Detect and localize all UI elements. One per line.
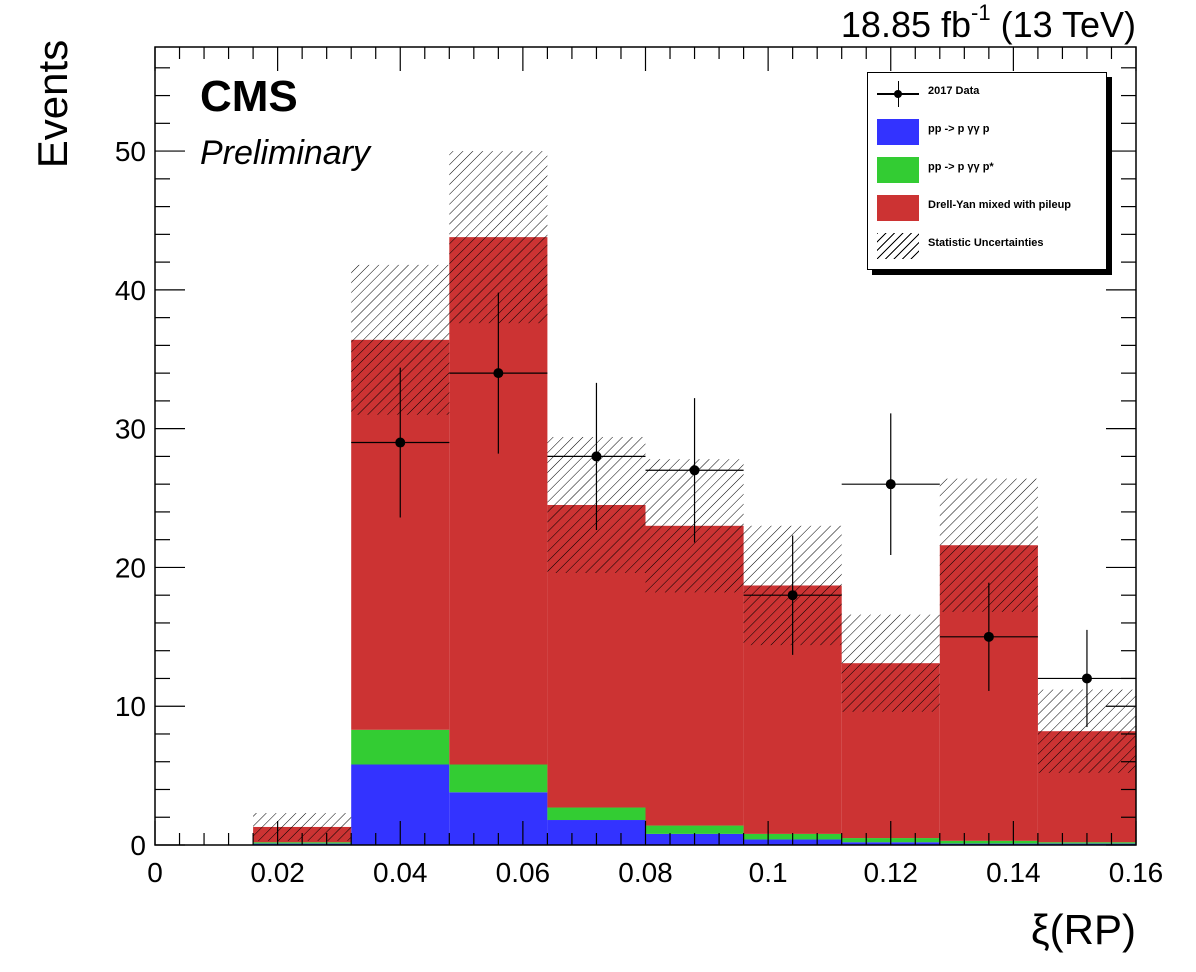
legend: 2017 Data pp -> p γγ p pp -> p γγ p* Dre… [867, 72, 1107, 270]
bar-1-2 [449, 764, 548, 793]
cms-label: CMS [200, 72, 298, 121]
lumi-value: 18.85 fb [840, 4, 972, 45]
data-points [351, 292, 1136, 728]
data-point-3 [689, 465, 700, 476]
y-tick-label-4: 40 [115, 275, 146, 306]
legend-entry-data: 2017 Data [868, 77, 1106, 111]
axis-ticks: 0 0.02 0.04 0.06 0.08 0.1 0.12 0.14 0.16 0 10 20 30 4… [115, 47, 1163, 888]
data-point-4 [787, 590, 798, 601]
legend-label-dissociative: pp -> p γγ p* [928, 161, 994, 173]
data-point-2 [591, 451, 602, 462]
y-tick-label-1: 10 [115, 691, 146, 722]
y-tick-label-2: 20 [115, 552, 146, 583]
legend-marker-data [877, 81, 919, 107]
bar-1-3 [547, 807, 646, 821]
legend-swatch-dissociative [877, 157, 919, 183]
x-tick-label-2: 0.04 [373, 857, 428, 888]
legend-label-data: 2017 Data [928, 85, 980, 97]
data-point-7 [1081, 673, 1092, 684]
legend-swatch-signal [877, 119, 919, 145]
legend-entry-dissociative: pp -> p γγ p* [868, 153, 1106, 187]
legend-swatch-drell-yan [877, 195, 919, 221]
bar-1-1 [351, 729, 450, 765]
legend-entry-uncertainty: Statistic Uncertainties [868, 229, 1106, 263]
legend-swatch-uncertainty [877, 233, 919, 259]
data-point-1 [493, 368, 504, 379]
x-tick-label-7: 0.14 [986, 857, 1041, 888]
luminosity-label: 18.85 fb-1 (13 TeV) [840, 0, 1136, 46]
y-tick-label-5: 50 [115, 136, 146, 167]
preliminary-label: Preliminary [200, 134, 371, 172]
x-tick-label-1: 0.02 [250, 857, 305, 888]
legend-entry-signal: pp -> p γγ p [868, 115, 1106, 149]
data-point-6 [983, 631, 994, 642]
legend-entry-drell-yan: Drell-Yan mixed with pileup [868, 191, 1106, 225]
data-point-5 [885, 479, 896, 490]
bar-1-4 [645, 825, 744, 834]
y-tick-label-3: 30 [115, 414, 146, 445]
uncertainty-band-6 [841, 614, 940, 712]
x-tick-label-8: 0.16 [1109, 857, 1164, 888]
legend-label-signal: pp -> p γγ p [928, 123, 990, 135]
data-point-0 [395, 437, 406, 448]
y-axis-label: Events [29, 39, 76, 169]
lumi-energy: (13 TeV) [990, 4, 1136, 45]
x-axis-label: ξ(RP) [1030, 906, 1136, 953]
x-tick-label-6: 0.12 [864, 857, 919, 888]
x-tick-label-3: 0.06 [496, 857, 551, 888]
legend-label-drell-yan: Drell-Yan mixed with pileup [928, 199, 1072, 211]
x-tick-label-4: 0.08 [618, 857, 673, 888]
legend-label-uncertainty: Statistic Uncertainties [928, 237, 1044, 249]
lumi-exponent: -1 [971, 0, 991, 25]
y-tick-label-0: 0 [130, 830, 146, 861]
x-tick-label-5: 0.1 [749, 857, 788, 888]
x-tick-label-0: 0 [147, 857, 163, 888]
uncertainty-bands [253, 151, 1136, 841]
